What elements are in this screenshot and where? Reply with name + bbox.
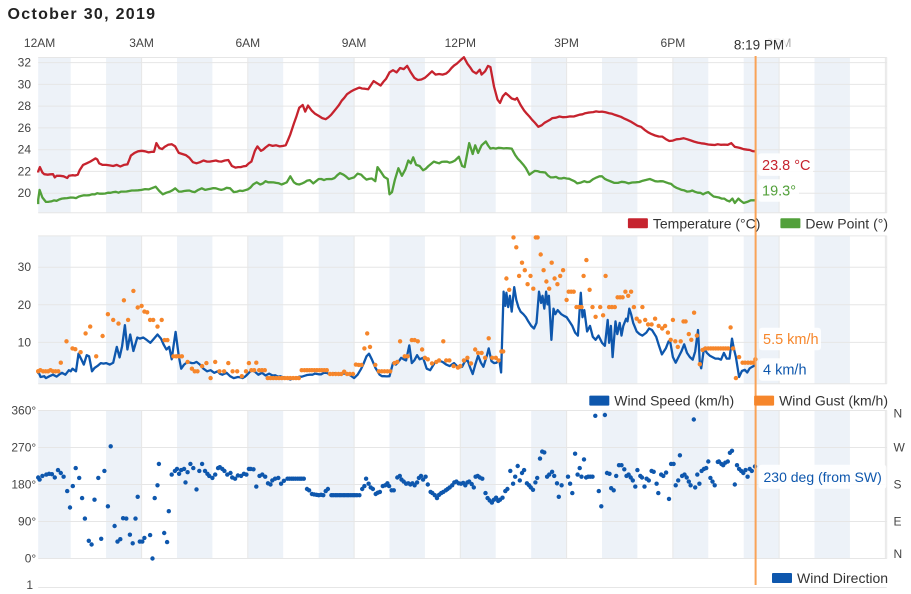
svg-text:26: 26	[18, 121, 32, 135]
svg-text:1: 1	[26, 578, 33, 589]
svg-text:6PM: 6PM	[661, 36, 686, 50]
svg-text:30: 30	[18, 260, 32, 274]
svg-text:30: 30	[18, 77, 32, 91]
svg-text:90°: 90°	[18, 515, 36, 529]
svg-text:20: 20	[18, 186, 32, 200]
svg-text:12PM: 12PM	[445, 36, 476, 50]
svg-text:Temperature (°C): Temperature (°C)	[653, 215, 761, 231]
svg-text:Wind Speed (km/h): Wind Speed (km/h)	[614, 393, 734, 409]
svg-text:24: 24	[18, 143, 32, 157]
svg-text:4 km/h: 4 km/h	[763, 363, 807, 379]
svg-text:3PM: 3PM	[554, 36, 579, 50]
svg-text:230 deg (from SW): 230 deg (from SW)	[764, 469, 882, 485]
svg-text:W: W	[894, 441, 906, 455]
svg-text:12AM: 12AM	[24, 36, 55, 50]
svg-text:180°: 180°	[11, 478, 36, 492]
svg-text:10: 10	[18, 335, 32, 349]
svg-text:9AM: 9AM	[342, 36, 367, 50]
svg-text:28: 28	[18, 99, 32, 113]
svg-text:360°: 360°	[11, 404, 36, 418]
svg-text:N: N	[894, 547, 903, 561]
svg-text:6AM: 6AM	[235, 36, 260, 50]
svg-text:0°: 0°	[25, 552, 37, 566]
svg-text:3AM: 3AM	[129, 36, 154, 50]
svg-text:N: N	[894, 406, 903, 420]
svg-text:19.3°: 19.3°	[762, 184, 796, 200]
svg-text:October 30, 2019: October 30, 2019	[8, 6, 157, 23]
svg-text:32: 32	[18, 56, 32, 70]
svg-text:Wind Gust (km/h): Wind Gust (km/h)	[779, 393, 888, 409]
svg-text:E: E	[894, 515, 902, 529]
svg-text:Wind Direction: Wind Direction	[797, 570, 888, 586]
svg-text:22: 22	[18, 164, 32, 178]
svg-text:20: 20	[18, 298, 32, 312]
svg-text:23.8 °C: 23.8 °C	[762, 158, 811, 174]
svg-text:270°: 270°	[11, 441, 36, 455]
svg-text:S: S	[894, 478, 902, 492]
svg-text:Dew Point (°): Dew Point (°)	[805, 215, 888, 231]
svg-text:5.5 km/h: 5.5 km/h	[763, 332, 819, 348]
svg-text:8:19 PM: 8:19 PM	[734, 37, 784, 52]
